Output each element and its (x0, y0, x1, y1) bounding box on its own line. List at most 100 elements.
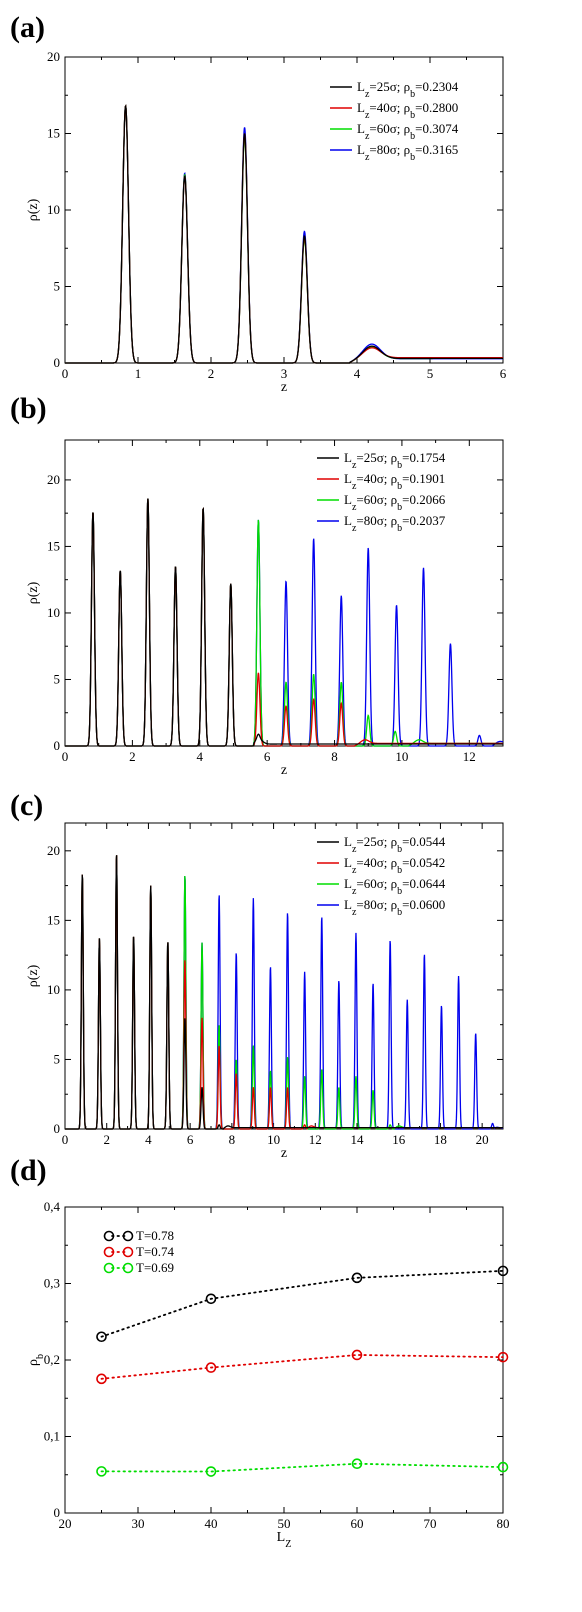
legend-entry: Lz=25σ; ρb=0.2304 (357, 79, 459, 100)
x-tick-label: 2 (208, 366, 215, 381)
legend-entry: Lz=25σ; ρb=0.1754 (344, 450, 446, 471)
x-axis-label: z (281, 763, 287, 778)
data-point (96, 1331, 107, 1343)
y-tick-label: 10 (47, 202, 60, 217)
x-axis-label: LZ (277, 1530, 292, 1550)
x-tick-label: 8 (229, 1132, 236, 1147)
x-tick-label: 2 (129, 749, 136, 764)
plot-frame (64, 439, 504, 747)
series-line-T=0.78 (100, 1269, 504, 1338)
legend-marker (122, 1230, 134, 1242)
x-axis-label: z (281, 1146, 287, 1161)
y-tick-label: 5 (54, 671, 61, 686)
series-line-lz25 (65, 855, 503, 1130)
series-line-T=0.74 (100, 1354, 504, 1380)
data-point (96, 1466, 107, 1477)
x-axis-label: z (281, 380, 287, 395)
legend-marker (103, 1246, 115, 1258)
series-line-T=0.69 (100, 1462, 504, 1473)
x-tick-label: 6 (187, 1132, 194, 1147)
legend-entry: Lz=80σ; ρb=0.2037 (344, 513, 446, 534)
data-point (351, 1272, 363, 1284)
x-tick-label: 8 (331, 749, 338, 764)
legend-entry: T=0.74 (136, 1244, 175, 1259)
legend-entry: Lz=60σ; ρb=0.0644 (344, 876, 446, 897)
data-point (497, 1461, 509, 1473)
y-tick-label: 0 (54, 1121, 61, 1136)
x-tick-label: 4 (354, 366, 361, 381)
legend-entry: T=0.69 (136, 1260, 174, 1275)
series-line-lz25 (65, 498, 503, 747)
x-tick-label: 16 (392, 1132, 406, 1147)
x-tick-label: 40 (205, 1516, 218, 1531)
y-tick-label: 15 (47, 126, 60, 141)
y-tick-label: 15 (47, 912, 60, 927)
legend-marker (122, 1262, 134, 1274)
x-tick-label: 14 (351, 1132, 365, 1147)
x-tick-label: 3 (281, 366, 288, 381)
x-tick-label: 70 (424, 1516, 437, 1531)
data-point (351, 1349, 363, 1361)
panel-label: (a) (10, 11, 45, 44)
legend-entry: Lz=40σ; ρb=0.1901 (344, 471, 445, 492)
legend-entry: Lz=60σ; ρb=0.2066 (344, 492, 446, 513)
y-tick-label: 0 (54, 1505, 61, 1520)
y-tick-label: 15 (47, 538, 60, 553)
series-line-lz60 (65, 498, 503, 747)
panel-label: (b) (10, 392, 47, 425)
y-tick-label: 0,3 (44, 1276, 60, 1291)
x-tick-label: 6 (500, 366, 507, 381)
panel-label: (c) (10, 789, 43, 822)
y-axis-label: ρ(z) (26, 198, 41, 221)
x-tick-label: 12 (309, 1132, 322, 1147)
y-axis-label: ρ(z) (26, 964, 41, 987)
y-tick-label: 10 (47, 982, 60, 997)
y-axis-label: ρ(z) (26, 581, 41, 604)
panel-d: (d) 20 30 40 50 60 70 80 0 0,1 0,2 0,3 0,4 LZ ρb T=0.78… (10, 1154, 510, 1550)
legend-entry: Lz=80σ; ρb=0.3165 (357, 142, 458, 163)
x-tick-label: 0 (62, 366, 69, 381)
panel-b: (b) 0 2 4 6 8 10 12 0 5 10 15 20 z ρ(z) Lz=25σ; ρb=0.17… (10, 392, 504, 778)
legend-marker (103, 1262, 115, 1274)
x-tick-label: 4 (145, 1132, 152, 1147)
legend-marker (122, 1246, 134, 1258)
y-tick-label: 0 (54, 738, 61, 753)
x-tick-label: 80 (497, 1516, 510, 1531)
data-point (497, 1351, 509, 1363)
legend-entry: Lz=40σ; ρb=0.2800 (357, 100, 458, 121)
data-point (205, 1466, 217, 1477)
x-tick-label: 60 (351, 1516, 364, 1531)
y-tick-label: 0,2 (44, 1352, 60, 1367)
legend-entry: Lz=40σ; ρb=0.0542 (344, 855, 445, 876)
panel-c: (c) 0 2 4 6 8 10 12 14 16 18 20 0 5 10 15 20 z ρ(z) Lz=25σ;… (10, 789, 504, 1161)
x-tick-label: 12 (463, 749, 476, 764)
x-tick-label: 30 (132, 1516, 145, 1531)
panel-label: (d) (10, 1154, 47, 1187)
x-tick-label: 1 (135, 366, 142, 381)
legend-entry: Lz=80σ; ρb=0.0600 (344, 897, 445, 918)
legend-entry: T=0.78 (136, 1228, 174, 1243)
x-tick-label: 18 (434, 1132, 447, 1147)
y-tick-label: 20 (47, 472, 60, 487)
y-axis-label: ρb (26, 1354, 46, 1366)
y-tick-label: 5 (54, 1051, 61, 1066)
data-point (205, 1362, 217, 1373)
data-point (96, 1373, 107, 1385)
data-point (497, 1265, 509, 1277)
data-point (205, 1293, 217, 1305)
y-tick-label: 20 (47, 49, 60, 64)
x-tick-label: 4 (197, 749, 204, 764)
x-tick-label: 5 (427, 366, 434, 381)
x-tick-label: 10 (267, 1132, 280, 1147)
y-tick-label: 5 (54, 279, 61, 294)
y-tick-label: 10 (47, 605, 60, 620)
legend-entry: Lz=25σ; ρb=0.0544 (344, 834, 446, 855)
panel-a: (a) 0 1 2 3 4 5 6 0 5 10 15 20 z ρ(z) Lz=25σ; ρb=0.2304… (10, 11, 507, 395)
x-tick-label: 20 (59, 1516, 72, 1531)
y-tick-label: 20 (47, 843, 60, 858)
series-line-lz25 (65, 104, 503, 364)
x-tick-label: 0 (62, 1132, 69, 1147)
legend-entry: Lz=60σ; ρb=0.3074 (357, 121, 459, 142)
x-tick-label: 50 (278, 1516, 291, 1531)
